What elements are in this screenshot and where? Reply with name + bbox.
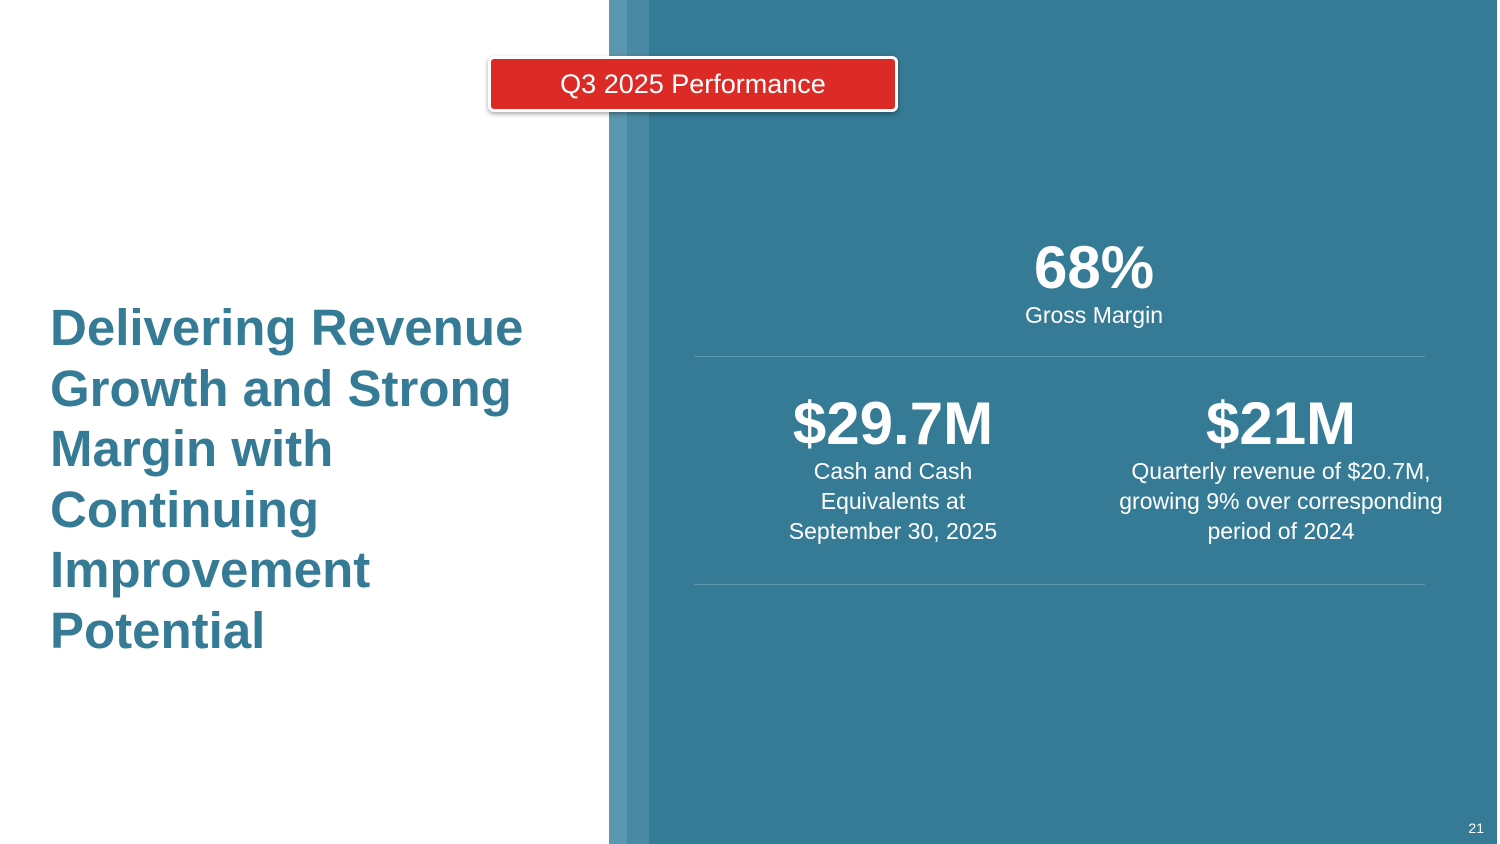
metric-label: Quarterly revenue of $20.7M, growing 9% o… [1091, 456, 1471, 546]
badge: Q3 2025 Performance [488, 56, 898, 112]
metric-value: 68% [1033, 234, 1155, 301]
metric-label-line: Equivalents at [820, 488, 966, 514]
metric-label-line: Quarterly revenue of $20.7M, [1131, 458, 1431, 484]
metric-label-line: Cash and Cash [813, 458, 973, 484]
metric-label-line: period of 2024 [1207, 518, 1355, 544]
stripe [609, 0, 627, 844]
metric-label: Gross Margin [894, 300, 1294, 330]
metric: 68% Gross Margin [894, 236, 1294, 330]
metric-label-line: September 30, 2025 [788, 518, 998, 544]
headline-line: Improvement [50, 541, 371, 598]
headline: Delivering Revenue Growth and Strong Margi… [50, 298, 523, 661]
headline-line: Growth and Strong [50, 359, 512, 417]
metric-label-line: growing 9% over corresponding [1119, 488, 1443, 514]
divider [694, 584, 1425, 585]
metric: $29.7M Cash and Cash Equivalents at Septemb… [743, 392, 1043, 546]
metric-label-line: Gross Margin [1024, 302, 1164, 328]
headline-line: Margin with [50, 420, 334, 477]
headline-line: Delivering Revenue [50, 299, 524, 356]
headline-line: Potential [50, 601, 266, 659]
metric-label: Cash and Cash Equivalents at September 30,… [743, 456, 1043, 546]
page-number: 21 [1468, 820, 1484, 836]
stripe [627, 0, 649, 844]
metric-value: $21M [1205, 390, 1357, 457]
panel [649, 0, 1497, 844]
divider [694, 356, 1425, 357]
metric-value: $29.7M [792, 390, 994, 457]
edge [1497, 0, 1500, 844]
headline-line: Continuing [50, 480, 320, 538]
metric: $21M Quarterly revenue of $20.7M, growing … [1091, 392, 1471, 546]
